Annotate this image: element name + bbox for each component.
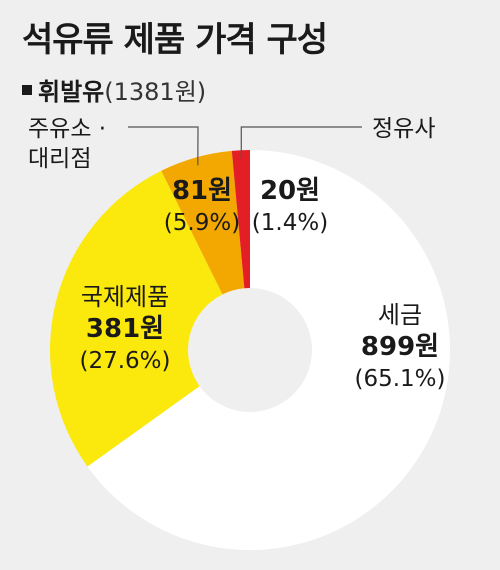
slice-refinery (231, 150, 250, 289)
outside-label-gas: 주유소 · 대리점 (28, 115, 106, 175)
chart-title: 석유류 제품 가격 구성 (22, 20, 328, 60)
slice-name-intl: 국제제품 (80, 283, 170, 311)
donut-slices (49, 150, 451, 550)
leader-line-refinery (240, 126, 362, 159)
slice-name-tax: 세금 (377, 301, 423, 329)
slice-label-intl: 국제제품 381원 (27.6%) (55, 282, 195, 377)
slice-percent-intl: (27.6%) (79, 347, 171, 374)
slice-amount-gas: 81원 (171, 176, 233, 206)
slice-gas (161, 150, 245, 295)
slice-label-tax: 세금 899원 (65.1%) (340, 300, 460, 395)
square-bullet-icon (22, 85, 32, 95)
slice-percent-tax: (65.1%) (354, 365, 446, 392)
slice-amount-refinery: 20원 (259, 176, 321, 206)
product-price: (1381원) (104, 78, 207, 106)
product-name: 휘발유 (38, 78, 105, 106)
slice-percent-refinery: (1.4%) (251, 209, 329, 236)
slice-amount-tax: 899원 (360, 332, 440, 363)
leader-lines (128, 126, 362, 166)
slice-amount-intl: 381원 (85, 314, 165, 345)
slice-label-refinery: 20원 (1.4%) (240, 175, 340, 239)
outside-label-gas-line2: 대리점 (28, 145, 92, 172)
outside-label-refinery: 정유사 (372, 116, 436, 142)
chart-subtitle: 휘발유(1381원) (22, 72, 206, 107)
slice-intl (49, 170, 223, 467)
outside-label-gas-line1: 주유소 · (28, 116, 107, 142)
slice-tax (87, 150, 451, 550)
slice-percent-gas: (5.9%) (163, 209, 241, 236)
leader-line-gas (128, 126, 199, 166)
slice-label-gas: 81원 (5.9%) (152, 175, 252, 239)
